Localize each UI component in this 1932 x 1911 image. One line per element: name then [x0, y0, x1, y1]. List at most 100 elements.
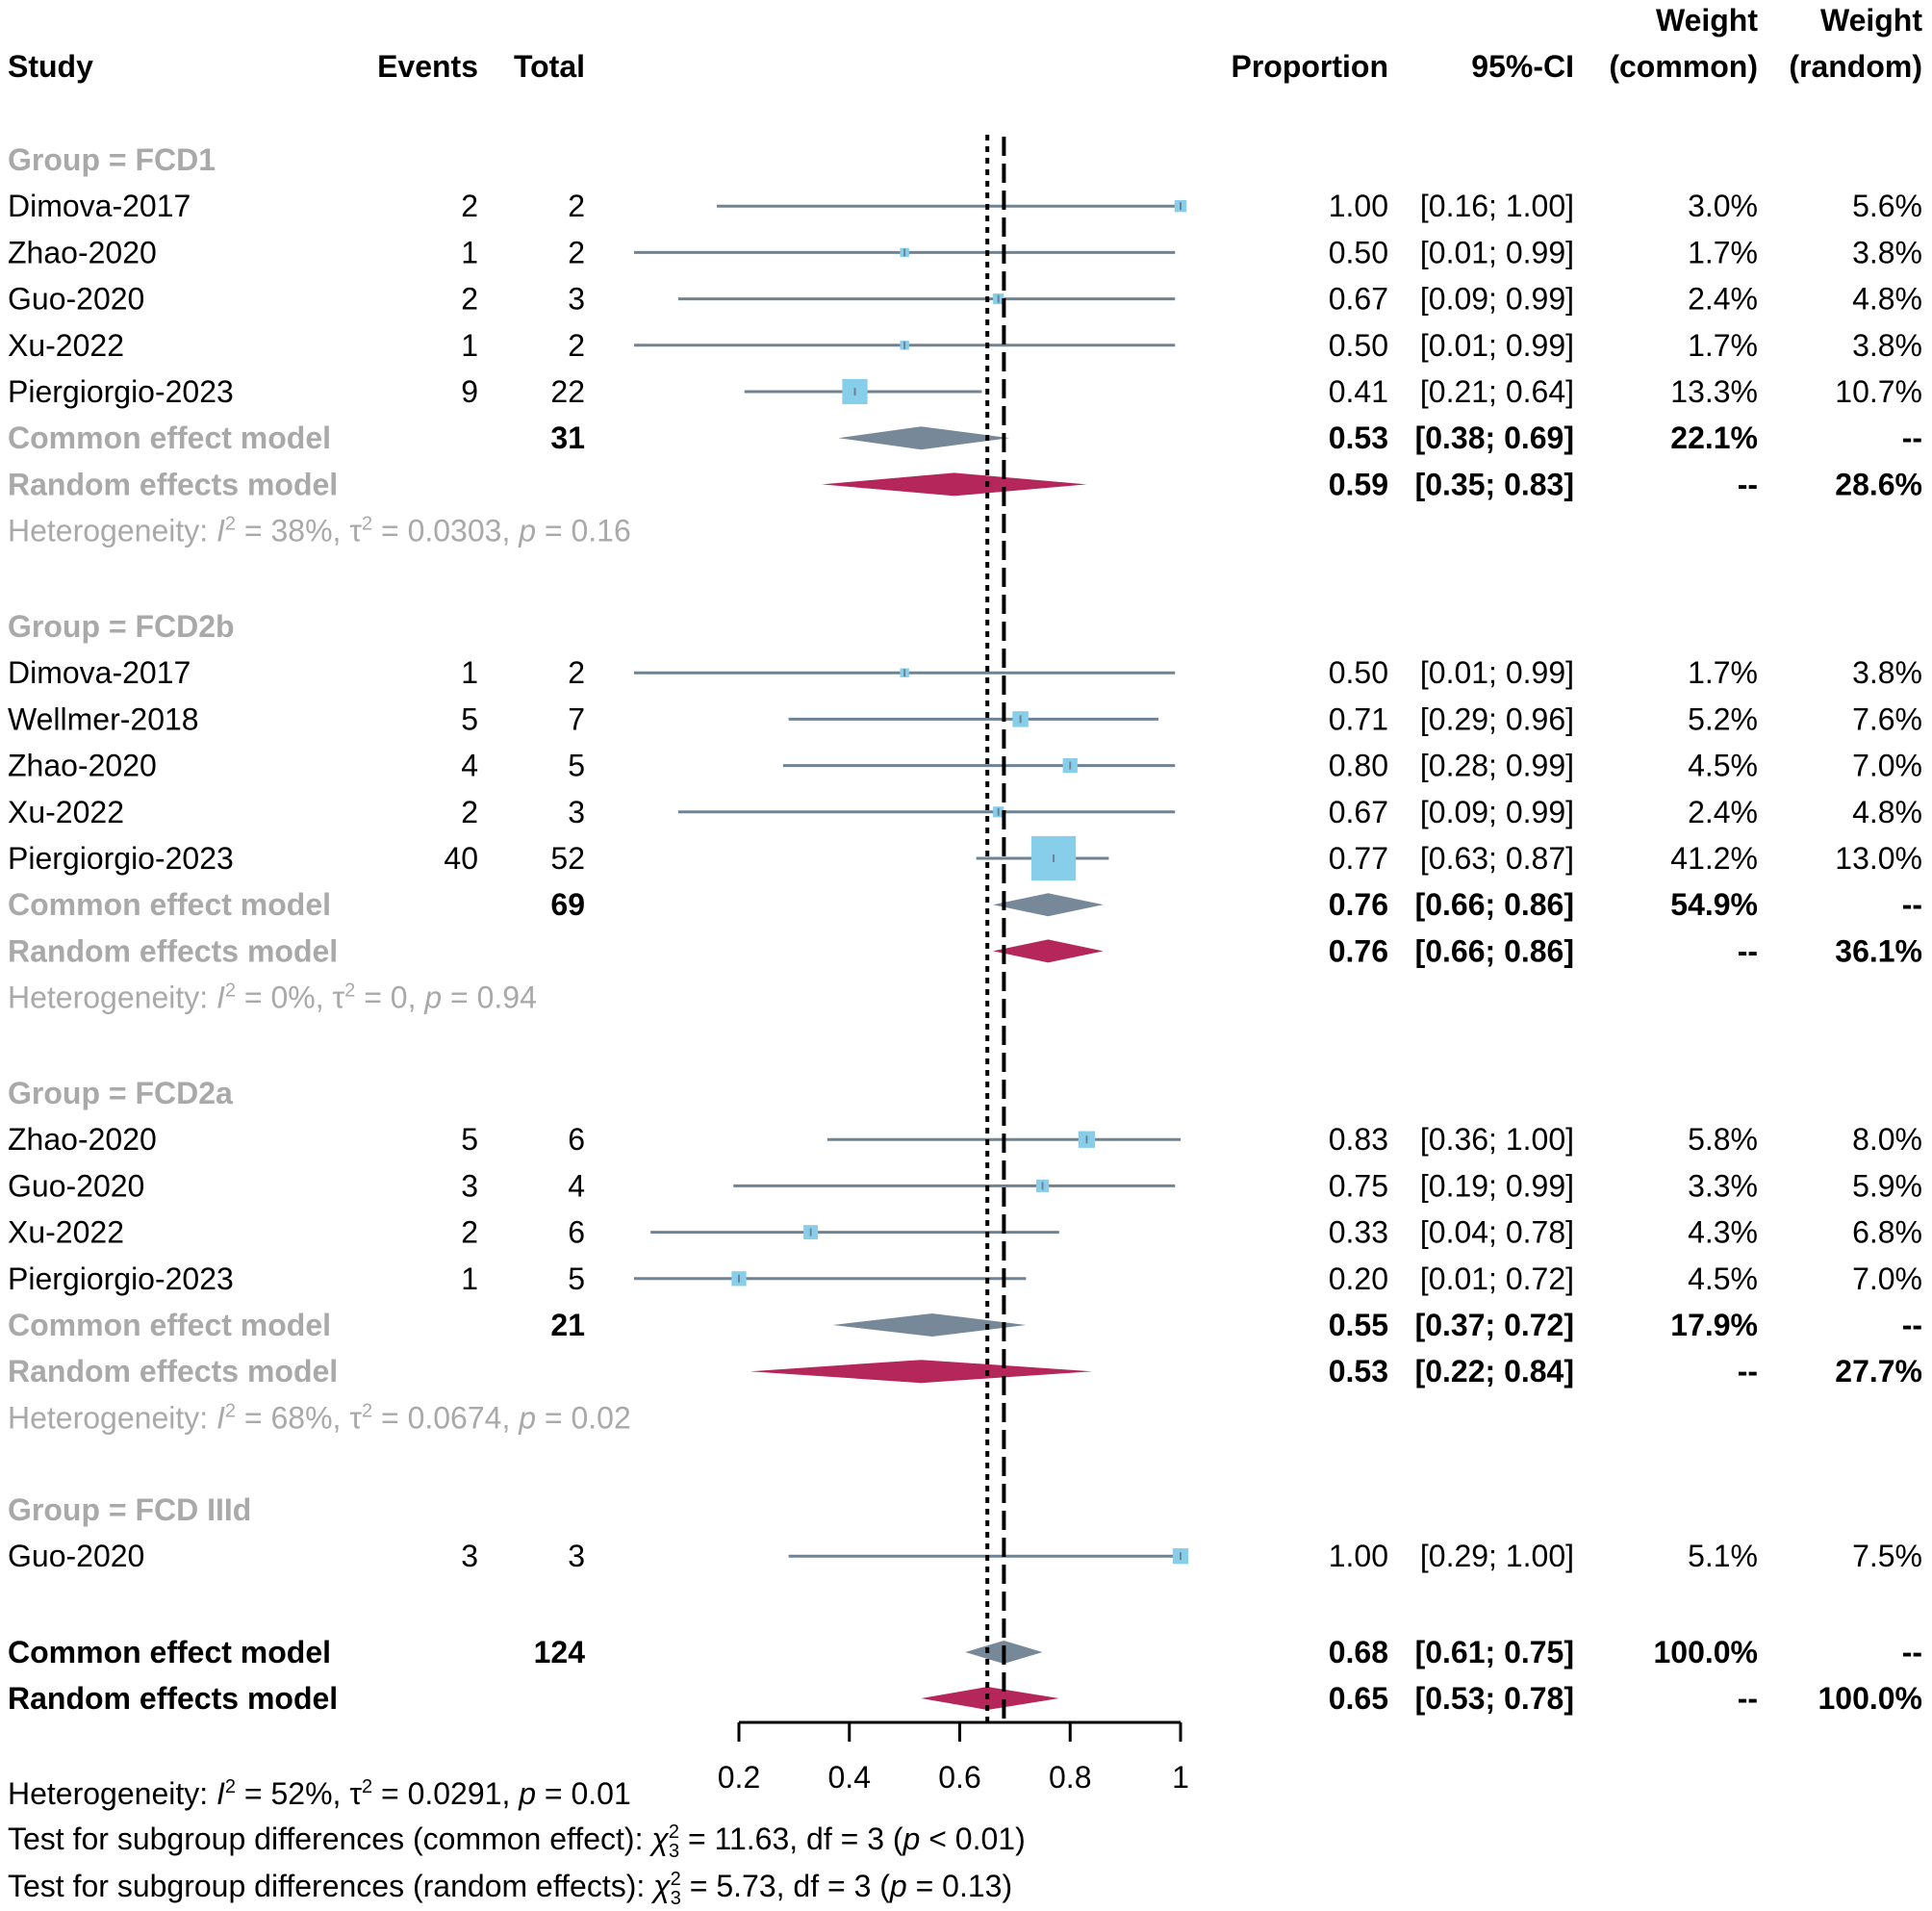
random-diamond	[750, 1360, 1093, 1384]
common-model-weight-random: --	[1902, 887, 1922, 922]
study-events: 1	[461, 1261, 478, 1296]
common-model-weight-common: 100.0%	[1653, 1635, 1758, 1669]
random-model-weight-common: --	[1738, 467, 1758, 501]
study-weight-common: 4.5%	[1688, 1261, 1758, 1296]
study-name: Piergiorgio-2023	[8, 841, 234, 876]
study-ci: [0.09; 0.99]	[1420, 795, 1574, 829]
header-ci: 95%-CI	[1471, 49, 1574, 84]
subgroup-test-random: Test for subgroup differences (random ef…	[8, 1869, 1012, 1909]
study-row: Wellmer-2018 5 7 0.71 [0.29; 0.96] 5.2% 7.6%	[8, 701, 1922, 736]
study-row: Piergiorgio-2023 1 5 0.20 [0.01; 0.72] 4.5% 7.…	[8, 1261, 1922, 1296]
study-total: 6	[568, 1215, 585, 1250]
study-proportion: 0.71	[1329, 701, 1388, 736]
study-row: Xu-2022 2 3 0.67 [0.09; 0.99] 2.4% 4.8%	[8, 795, 1922, 829]
study-weight-common: 2.4%	[1688, 282, 1758, 317]
common-model-proportion: 0.55	[1329, 1308, 1388, 1342]
study-weight-common: 41.2%	[1670, 841, 1758, 876]
study-weight-common: 3.0%	[1688, 189, 1758, 223]
study-weight-common: 13.3%	[1670, 374, 1758, 409]
study-total: 3	[568, 1539, 585, 1573]
study-weight-common: 4.5%	[1688, 749, 1758, 783]
random-model-ci: [0.53; 0.78]	[1415, 1681, 1574, 1716]
common-model-weight-common: 17.9%	[1670, 1308, 1758, 1342]
study-events: 2	[461, 795, 478, 829]
study-weight-common: 2.4%	[1688, 795, 1758, 829]
study-name: Xu-2022	[8, 328, 124, 363]
study-events: 5	[461, 1122, 478, 1157]
study-ci: [0.63; 0.87]	[1420, 841, 1574, 876]
study-events: 1	[461, 655, 478, 690]
study-events: 1	[461, 328, 478, 363]
study-events: 9	[461, 374, 478, 409]
study-name: Zhao-2020	[8, 1122, 157, 1157]
common-model-row: Common effect model 31 0.53 [0.38; 0.69] 22.…	[8, 420, 1922, 455]
random-model-weight-common: --	[1738, 933, 1758, 968]
study-weight-random: 4.8%	[1852, 282, 1922, 317]
random-model-proportion: 0.59	[1329, 467, 1388, 501]
header-proportion: Proportion	[1231, 49, 1388, 84]
study-weight-random: 6.8%	[1852, 1215, 1922, 1250]
study-events: 3	[461, 1539, 478, 1573]
random-model-ci: [0.22; 0.84]	[1415, 1354, 1574, 1389]
study-weight-random: 7.0%	[1852, 749, 1922, 783]
heterogeneity-text: Heterogeneity: I2 = 68%, τ2 = 0.0674, p …	[8, 1400, 631, 1435]
heterogeneity-text: Heterogeneity: I2 = 0%, τ2 = 0, p = 0.94	[8, 981, 537, 1015]
random-model-proportion: 0.65	[1329, 1681, 1388, 1716]
study-row: Xu-2022 2 6 0.33 [0.04; 0.78] 4.3% 6.8%	[8, 1215, 1922, 1250]
common-model-ci: [0.66; 0.86]	[1415, 887, 1574, 922]
header-weight-common-1: Weight	[1656, 3, 1758, 38]
study-proportion: 0.67	[1329, 795, 1388, 829]
random-diamond	[921, 1687, 1059, 1710]
study-weight-common: 1.7%	[1688, 235, 1758, 269]
study-name: Guo-2020	[8, 1168, 144, 1203]
study-proportion: 0.80	[1329, 749, 1388, 783]
random-model-weight-common: --	[1738, 1681, 1758, 1716]
study-proportion: 0.33	[1329, 1215, 1388, 1250]
common-model-total: 31	[550, 420, 585, 455]
common-model-total: 69	[550, 887, 585, 922]
study-row: Xu-2022 1 2 0.50 [0.01; 0.99] 1.7% 3.8%	[8, 328, 1922, 363]
study-total: 52	[550, 841, 585, 876]
random-model-row: Random effects model 0.53 [0.22; 0.84] -- 27…	[8, 1354, 1922, 1389]
random-model-ci: [0.35; 0.83]	[1415, 467, 1574, 501]
study-ci: [0.01; 0.99]	[1420, 235, 1574, 269]
common-model-weight-random: --	[1902, 1635, 1922, 1669]
header-weight-random-1: Weight	[1820, 3, 1922, 38]
group-label: Group = FCD IIId	[8, 1492, 251, 1527]
study-row: Zhao-2020 5 6 0.83 [0.36; 1.00] 5.8% 8.0%	[8, 1122, 1922, 1157]
common-model-label: Common effect model	[8, 420, 331, 455]
random-model-row: Random effects model 0.59 [0.35; 0.83] -- 28…	[8, 467, 1922, 501]
study-ci: [0.29; 1.00]	[1420, 1539, 1574, 1573]
random-model-weight-common: --	[1738, 1354, 1758, 1389]
random-model-label: Random effects model	[8, 467, 338, 501]
study-weight-random: 7.5%	[1852, 1539, 1922, 1573]
study-weight-random: 7.0%	[1852, 1261, 1922, 1296]
x-axis-tick-label: 0.4	[828, 1760, 871, 1795]
study-row: Piergiorgio-2023 40 52 0.77 [0.63; 0.87] 41.2…	[8, 835, 1922, 881]
random-model-weight-random: 28.6%	[1835, 467, 1922, 501]
random-model-label: Random effects model	[8, 1681, 338, 1716]
study-weight-common: 5.2%	[1688, 701, 1758, 736]
study-row: Piergiorgio-2023 9 22 0.41 [0.21; 0.64] 13.3%…	[8, 374, 1922, 409]
group-label: Group = FCD2a	[8, 1076, 233, 1110]
common-model-total: 124	[534, 1635, 586, 1669]
study-ci: [0.04; 0.78]	[1420, 1215, 1574, 1250]
study-ci: [0.36; 1.00]	[1420, 1122, 1574, 1157]
common-model-row: Common effect model 21 0.55 [0.37; 0.72] 17.…	[8, 1308, 1922, 1342]
study-weight-random: 13.0%	[1835, 841, 1922, 876]
study-row: Guo-2020 3 3 1.00 [0.29; 1.00] 5.1% 7.5%	[8, 1539, 1922, 1573]
study-proportion: 0.67	[1329, 282, 1388, 317]
study-weight-common: 1.7%	[1688, 328, 1758, 363]
common-model-weight-common: 54.9%	[1670, 887, 1758, 922]
study-weight-random: 10.7%	[1835, 374, 1922, 409]
study-name: Zhao-2020	[8, 749, 157, 783]
study-ci: [0.19; 0.99]	[1420, 1168, 1574, 1203]
study-total: 22	[550, 374, 585, 409]
study-weight-random: 4.8%	[1852, 795, 1922, 829]
study-proportion: 0.77	[1329, 841, 1388, 876]
common-diamond	[992, 893, 1104, 917]
study-row: Guo-2020 2 3 0.67 [0.09; 0.99] 2.4% 4.8%	[8, 282, 1922, 317]
study-proportion: 1.00	[1329, 189, 1388, 223]
study-total: 4	[568, 1168, 585, 1203]
